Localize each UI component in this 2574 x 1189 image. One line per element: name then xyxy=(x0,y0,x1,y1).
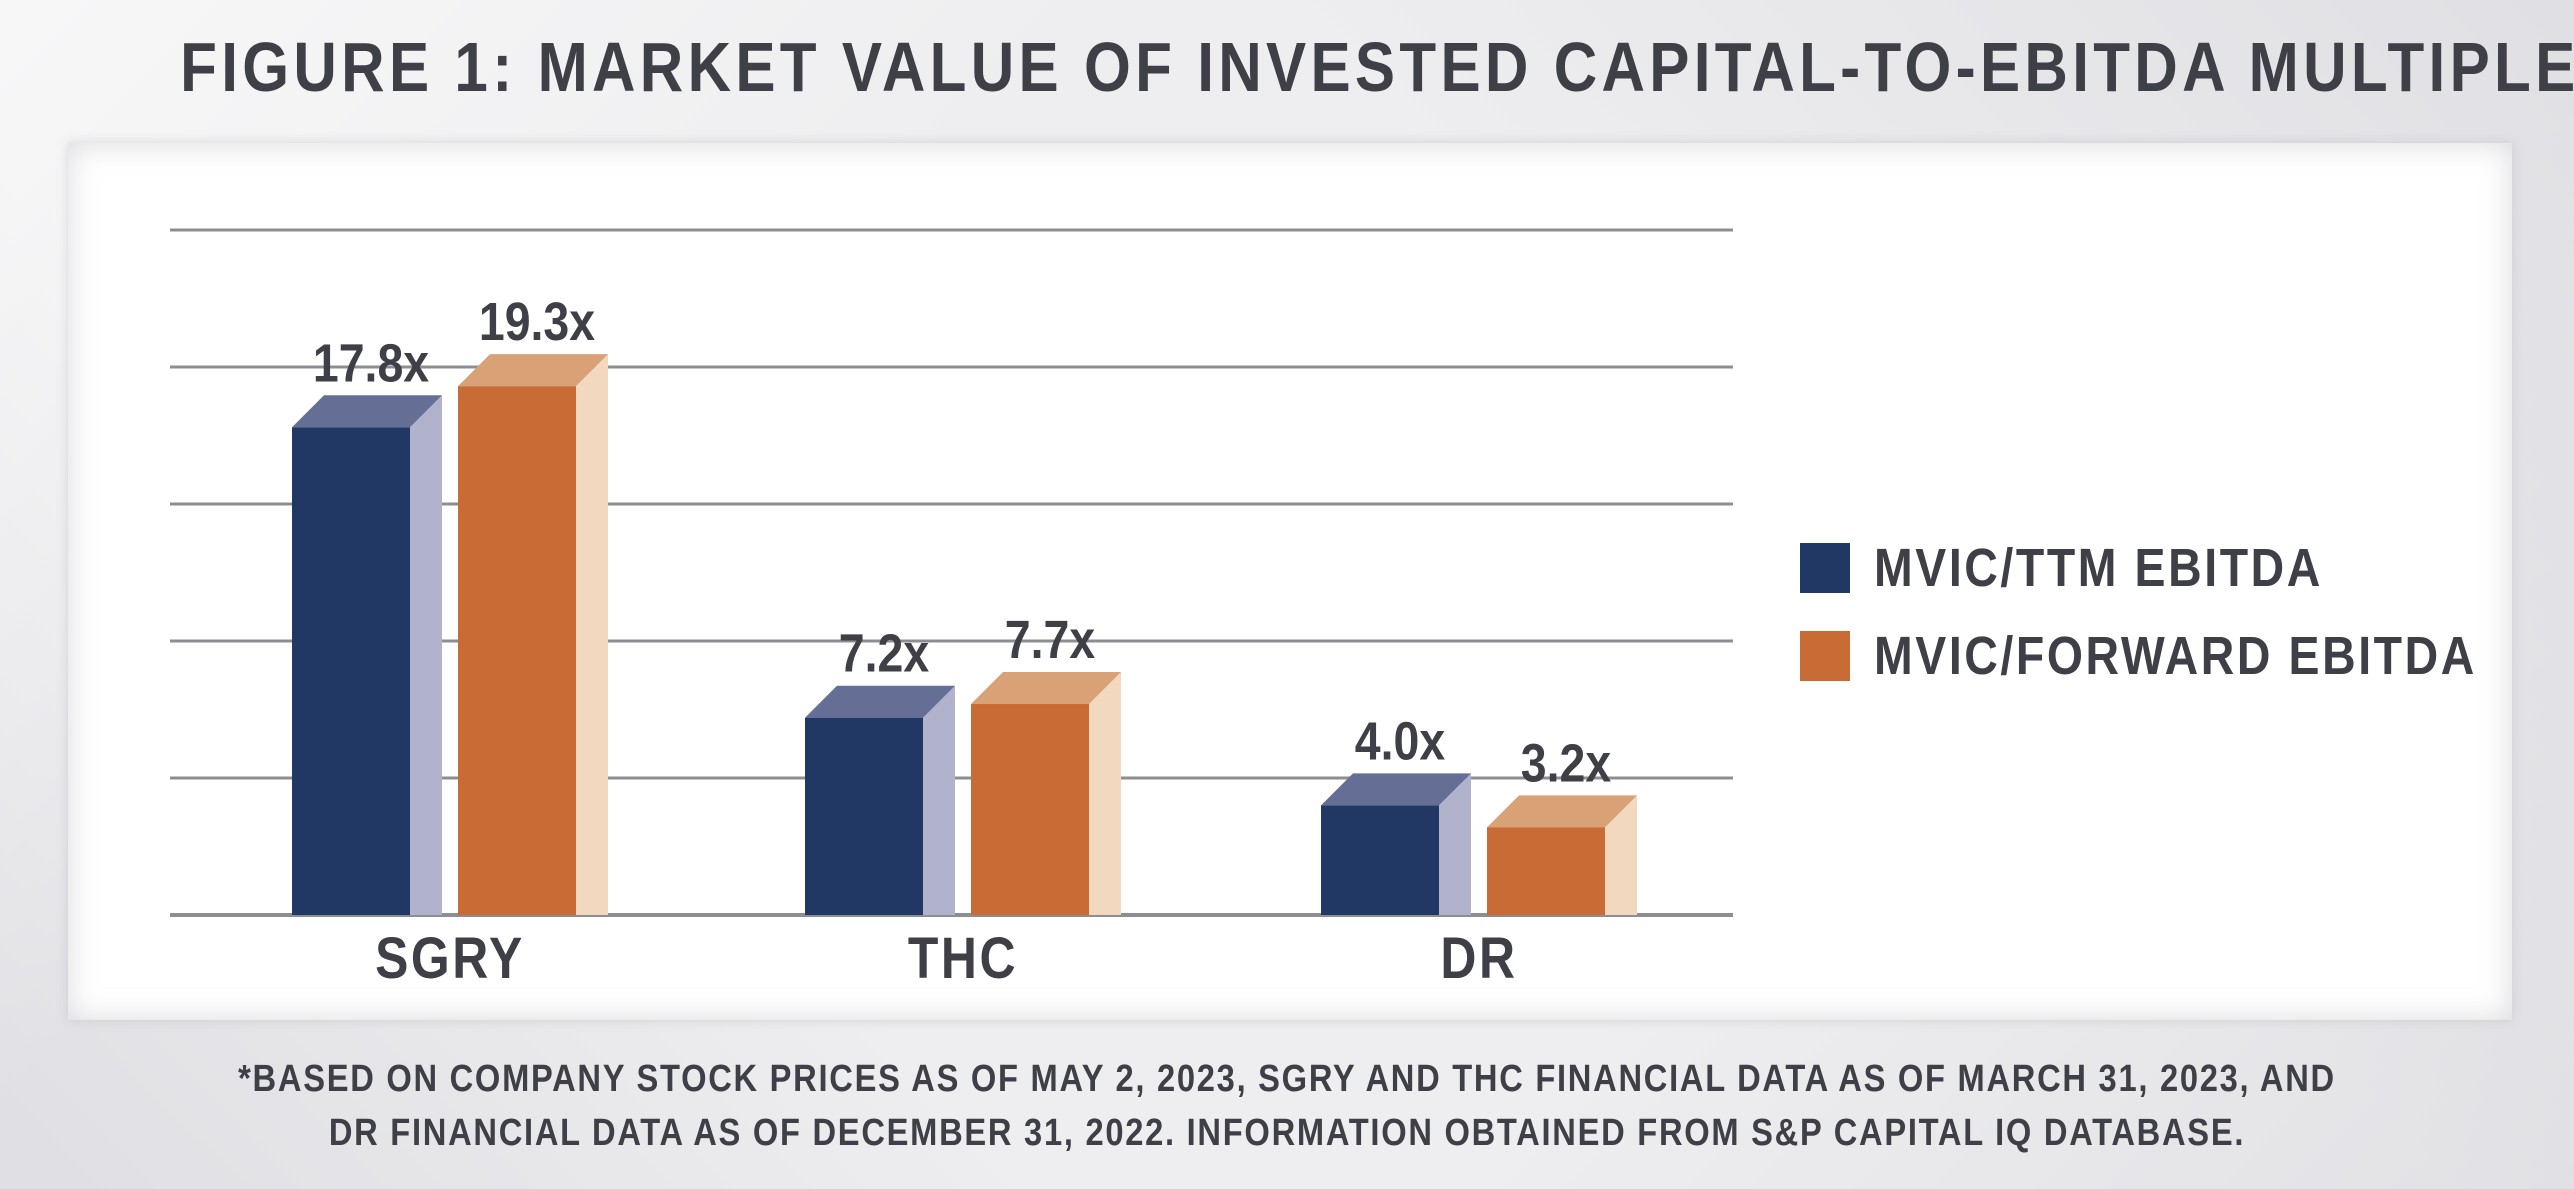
bar-thc-forward xyxy=(971,704,1089,915)
bar-side-thc-ttm xyxy=(923,685,955,915)
data-label-dr-ttm: 4.0x xyxy=(1355,710,1445,771)
legend-label-forward: MVIC/FORWARD EBITDA xyxy=(1874,626,2477,686)
footnote-line-1: *BASED ON COMPANY STOCK PRICES AS OF MAY… xyxy=(238,1058,2336,1100)
bar-top-sgry-ttm xyxy=(292,395,442,428)
bar-dr-ttm xyxy=(1321,805,1439,915)
data-label-thc-ttm: 7.2x xyxy=(839,622,929,683)
footnote-line-2: DR FINANCIAL DATA AS OF DECEMBER 31, 202… xyxy=(328,1112,2246,1154)
x-tick-label-dr: DR xyxy=(1440,927,1517,991)
bar-side-sgry-forward xyxy=(576,354,608,915)
bar-side-dr-forward xyxy=(1605,795,1637,915)
bar-dr-forward xyxy=(1487,827,1605,915)
bar-side-sgry-ttm xyxy=(410,395,442,915)
legend-item-forward: MVIC/FORWARD EBITDA xyxy=(1800,612,2574,700)
data-label-sgry-ttm: 17.8x xyxy=(313,332,429,393)
bar-top-dr-forward xyxy=(1487,795,1637,828)
data-label-dr-forward: 3.2x xyxy=(1521,732,1611,793)
bar-top-thc-forward xyxy=(971,672,1121,705)
legend-swatch-forward xyxy=(1800,631,1850,681)
bar-side-thc-forward xyxy=(1089,672,1121,915)
bar-side-dr-ttm xyxy=(1439,773,1471,915)
bar-thc-ttm xyxy=(805,717,923,915)
data-label-sgry-forward: 19.3x xyxy=(479,291,595,352)
footnote: *BASED ON COMPANY STOCK PRICES AS OF MAY… xyxy=(0,1052,2574,1160)
chart-title: FIGURE 1: MARKET VALUE OF INVESTED CAPIT… xyxy=(180,28,2574,106)
legend-swatch-ttm xyxy=(1800,543,1850,593)
bar-top-dr-ttm xyxy=(1321,773,1471,806)
legend-label-ttm: MVIC/TTM EBITDA xyxy=(1874,538,2323,598)
x-tick-label-thc: THC xyxy=(908,927,1018,991)
legend: MVIC/TTM EBITDA MVIC/FORWARD EBITDA xyxy=(1800,524,2574,700)
bar-top-sgry-forward xyxy=(458,354,608,387)
bar-sgry-ttm xyxy=(292,427,410,915)
bar-sgry-forward xyxy=(458,386,576,915)
data-label-thc-forward: 7.7x xyxy=(1005,609,1095,670)
legend-item-ttm: MVIC/TTM EBITDA xyxy=(1800,524,2574,612)
bar-top-thc-ttm xyxy=(805,685,955,718)
x-tick-label-sgry: SGRY xyxy=(375,927,525,991)
